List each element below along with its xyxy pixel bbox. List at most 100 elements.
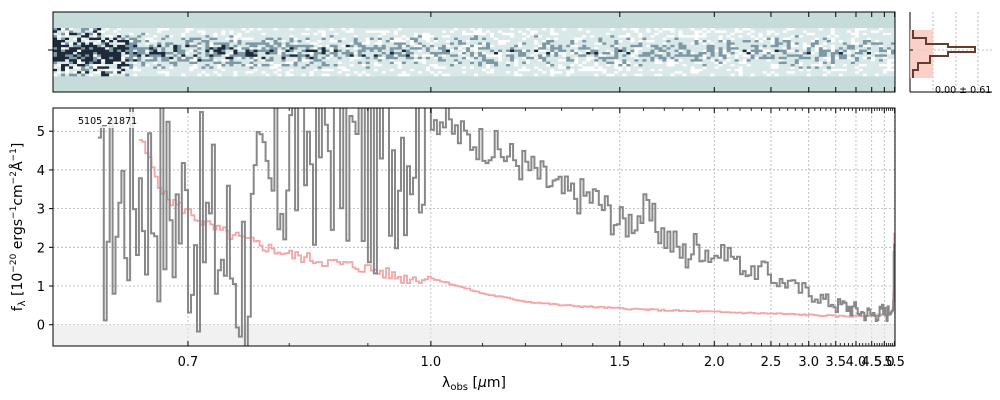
spec2d-pixel xyxy=(469,37,475,41)
spec2d-pixel xyxy=(618,66,623,70)
spec2d-pixel xyxy=(754,71,760,74)
spec2d-pixel xyxy=(413,54,419,58)
spec2d-pixel xyxy=(690,59,696,62)
spec2d-pixel xyxy=(337,32,343,36)
spec2d-pixel xyxy=(762,37,768,41)
spec2d-pixel xyxy=(758,47,764,50)
spec2d-pixel xyxy=(518,47,523,50)
spec2d-pixel xyxy=(297,71,303,74)
spec2d-pixel xyxy=(133,28,138,31)
spec2d-pixel xyxy=(854,66,860,70)
spec2d-pixel xyxy=(486,44,491,48)
spec2d-pixel xyxy=(105,49,110,53)
spec2d-pixel xyxy=(329,44,335,48)
spec2d-pixel xyxy=(534,59,539,62)
spec2d-pixel xyxy=(117,42,122,46)
spec2d-pixel xyxy=(381,37,387,41)
spec2d-pixel xyxy=(389,47,395,50)
spec2d-pixel xyxy=(574,30,579,34)
spec2d-pixel xyxy=(277,47,283,50)
spec2d-pixel xyxy=(526,59,531,62)
spec2d-pixel xyxy=(341,52,347,55)
spec2d-pixel xyxy=(461,66,467,70)
spec2d-pixel xyxy=(449,54,455,58)
spec2d-pixel xyxy=(185,71,190,74)
spec2d-pixel xyxy=(758,32,764,36)
spec2d-pixel xyxy=(217,64,222,67)
spec2d-pixel xyxy=(794,66,800,70)
spec2d-pixel xyxy=(353,66,359,70)
spec2d-pixel xyxy=(818,64,824,67)
spec2d-pixel xyxy=(578,30,583,34)
spec2d-pixel xyxy=(449,52,455,55)
spec2d-pixel xyxy=(201,37,206,41)
spec2d-pixel xyxy=(878,32,884,36)
spec2d-pixel xyxy=(474,35,479,38)
spec2d-pixel xyxy=(141,40,146,43)
spec2d-pixel xyxy=(453,44,459,48)
spec2d-pixel xyxy=(237,52,242,55)
spec2d-pixel xyxy=(337,52,343,55)
spec2d-pixel xyxy=(866,44,872,48)
spec2d-pixel xyxy=(830,59,836,62)
spec2d-pixel xyxy=(502,68,507,72)
spec2d-pixel xyxy=(389,37,395,41)
spec2d-pixel xyxy=(790,44,796,48)
spec2d-pixel xyxy=(361,35,367,38)
spec2d-pixel xyxy=(854,49,860,53)
spec2d-pixel xyxy=(862,52,868,55)
spec2d-pixel xyxy=(790,68,796,72)
spec2d-pixel xyxy=(125,30,130,34)
spec2d-pixel xyxy=(766,42,772,46)
spec2d-pixel xyxy=(401,59,407,62)
spec2d-pixel xyxy=(425,32,431,36)
spec2d-pixel xyxy=(874,37,880,41)
spec2d-pixel xyxy=(746,37,752,41)
spec2d-pixel xyxy=(257,44,262,48)
spec2d-pixel xyxy=(774,32,780,36)
spec2d-pixel xyxy=(373,61,379,65)
spec2d-pixel xyxy=(654,64,659,67)
spec2d-pixel xyxy=(65,35,70,38)
spec2d-pixel xyxy=(798,40,804,43)
spec2d-pixel xyxy=(482,64,487,67)
spec2d-pixel xyxy=(353,68,359,72)
spec2d-pixel xyxy=(670,52,675,55)
spec2d-pixel xyxy=(650,52,655,55)
spec2d-pixel xyxy=(393,73,399,77)
spec2d-pixel xyxy=(614,30,619,34)
spec2d-pixel xyxy=(590,66,595,70)
spec2d-pixel xyxy=(558,28,563,31)
spec2d-pixel xyxy=(690,64,696,67)
spec2d-pixel xyxy=(830,49,836,53)
spec2d-pixel xyxy=(678,32,683,36)
spec2d-pixel xyxy=(389,35,395,38)
spec2d-pixel xyxy=(65,37,70,41)
spec2d-pixel xyxy=(453,64,459,67)
profile-curve xyxy=(912,30,976,78)
spec2d-pixel xyxy=(858,35,864,38)
spec2d-pixel xyxy=(69,37,74,41)
spec2d-pixel xyxy=(233,71,238,74)
spec2d-pixel xyxy=(878,42,884,46)
spec2d-pixel xyxy=(794,30,800,34)
spec2d-pixel xyxy=(409,71,415,74)
spec2d-pixel xyxy=(425,49,431,53)
spec2d-pixel xyxy=(89,66,94,70)
spec2d-pixel xyxy=(782,68,788,72)
spec2d-pixel xyxy=(445,32,451,36)
spec2d-pixel xyxy=(61,68,66,72)
spec2d-pixel xyxy=(818,32,824,36)
spec2d-pixel xyxy=(357,56,363,60)
spec2d-pixel xyxy=(173,54,178,58)
spec2d-pixel xyxy=(365,40,371,43)
spec2d-pixel xyxy=(445,66,451,70)
spec2d-pixel xyxy=(526,44,531,48)
spec2d-pixel xyxy=(646,61,651,65)
spec2d-pixel xyxy=(141,54,146,58)
spec2d-pixel xyxy=(582,44,587,48)
spec2d-pixel xyxy=(301,32,307,36)
spec2d-pixel xyxy=(117,66,122,70)
spec2d-pixel xyxy=(109,52,114,55)
spec2d-pixel xyxy=(345,64,351,67)
